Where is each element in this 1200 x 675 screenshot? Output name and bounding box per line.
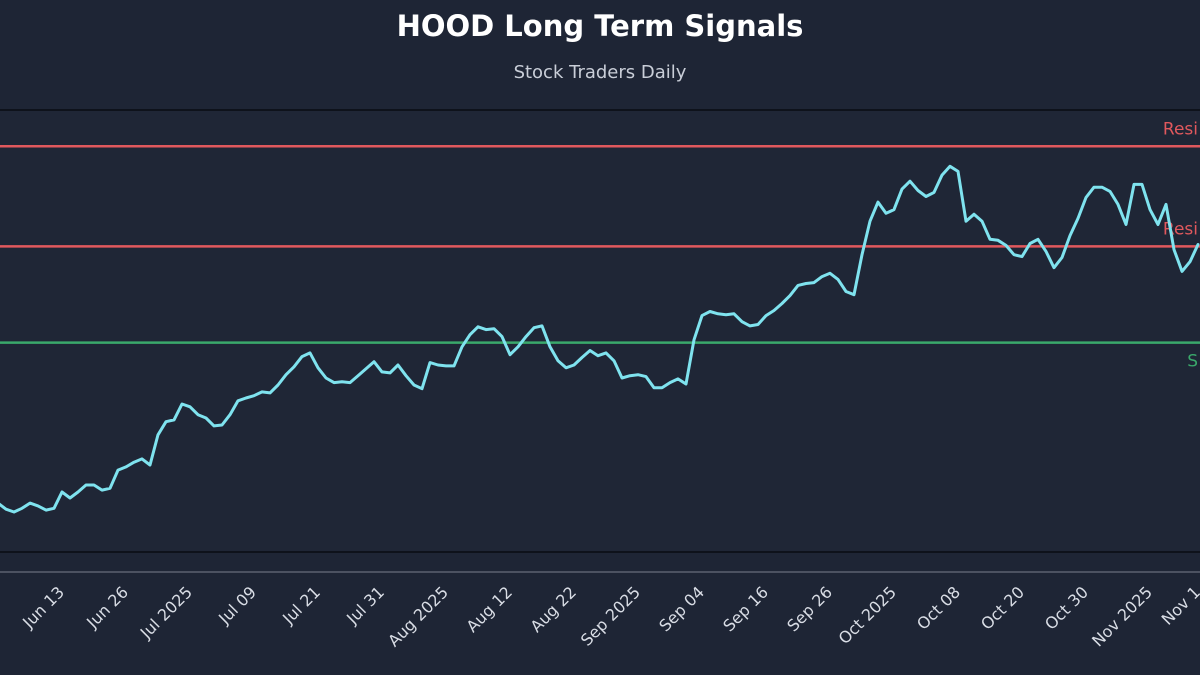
- reference-label: Resi: [1163, 119, 1198, 139]
- price-line: [0, 164, 1200, 514]
- plot-area: [0, 110, 1200, 552]
- chart-title: HOOD Long Term Signals: [397, 9, 804, 43]
- chart-subtitle: Stock Traders Daily: [514, 62, 687, 83]
- reference-label: S: [1187, 352, 1198, 372]
